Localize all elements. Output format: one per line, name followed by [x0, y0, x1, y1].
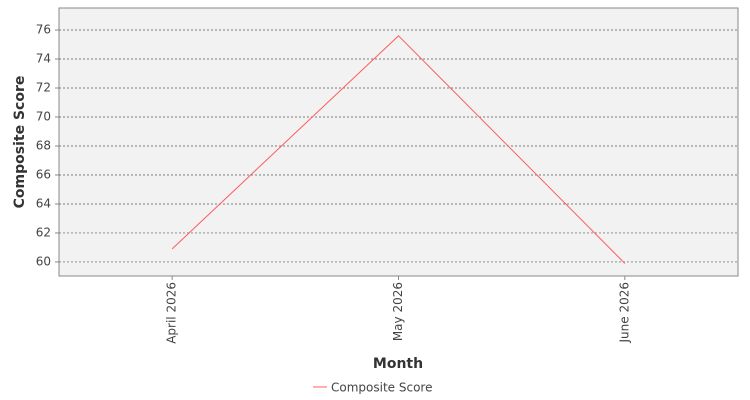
y-tick-label: 76 — [36, 23, 51, 37]
y-tick-label: 74 — [36, 52, 51, 66]
y-tick-label: 66 — [36, 167, 51, 181]
y-tick-label: 60 — [36, 254, 51, 268]
plot-area — [58, 7, 739, 277]
y-tick-label: 62 — [36, 225, 51, 239]
y-tick-label: 64 — [36, 196, 51, 210]
x-tick-label: April 2026 — [165, 282, 179, 344]
y-tick-label: 68 — [36, 138, 51, 152]
series-line — [171, 35, 626, 264]
y-tick-label: 72 — [36, 81, 51, 95]
x-tick-label: June 2026 — [617, 282, 631, 344]
y-tick-label: 70 — [36, 109, 51, 123]
x-axis-title: Month — [373, 356, 423, 372]
x-tick-label: May 2026 — [391, 282, 405, 341]
y-axis-title: Composite Score — [12, 76, 28, 209]
legend-label: Composite Score — [331, 381, 432, 395]
